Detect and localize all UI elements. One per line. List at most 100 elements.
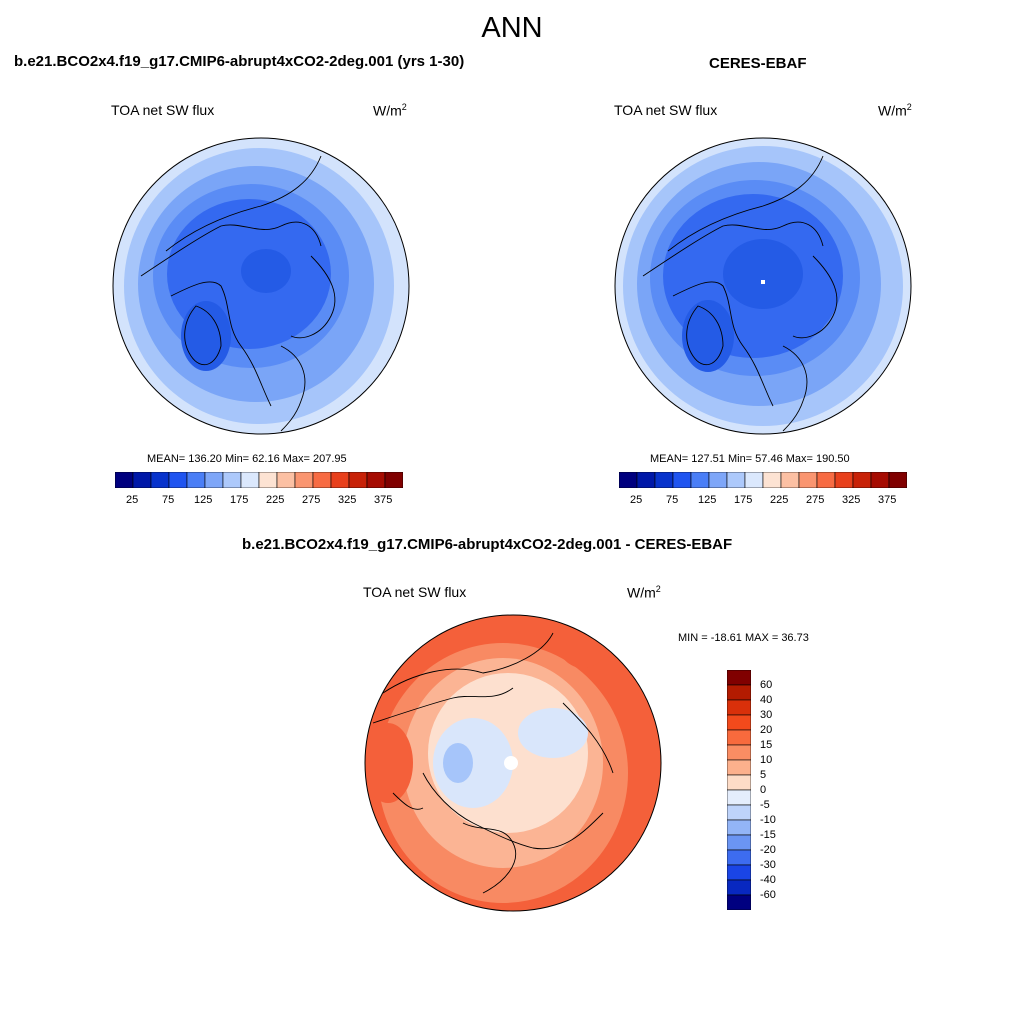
panel-2-tick: 275 [806, 494, 825, 506]
diff-tick: -5 [760, 799, 770, 811]
diff-tick: -60 [760, 889, 776, 901]
diff-colorbar [726, 669, 752, 911]
colorbar-swatch [780, 471, 800, 489]
colorbar-swatch [222, 471, 242, 489]
colorbar-swatch [816, 471, 836, 489]
panel-2-fill-greenland [682, 300, 734, 372]
diff-tick: 20 [760, 724, 773, 736]
colorbar-swatch [384, 471, 404, 489]
panel-1-colorbar [114, 471, 404, 489]
panel-1-units: W/m2 [373, 102, 407, 119]
colorbar-swatch [726, 804, 752, 821]
colorbar-swatch [726, 684, 752, 701]
panel-1-tick: 225 [266, 494, 285, 506]
colorbar-swatch [762, 471, 782, 489]
panel-2-tick: 225 [770, 494, 789, 506]
diff-case-title: b.e21.BCO2x4.f19_g17.CMIP6-abrupt4xCO2-2… [242, 536, 733, 553]
colorbar-swatch [726, 864, 752, 881]
panel-2-colorbar [618, 471, 908, 489]
colorbar-swatch [852, 471, 872, 489]
diff-polar-map [364, 614, 662, 912]
colorbar-swatch [726, 819, 752, 836]
colorbar-swatch [618, 471, 638, 489]
diff-fill-neg-3 [443, 743, 473, 783]
panel-1-colorbar-swatches [114, 471, 404, 489]
colorbar-swatch [348, 471, 368, 489]
diff-tick: 0 [760, 784, 767, 796]
diff-fill-neg-2 [518, 708, 588, 758]
diff-colorbar-swatches [726, 669, 752, 911]
colorbar-swatch [672, 471, 692, 489]
panel-1-tick: 375 [374, 494, 393, 506]
colorbar-swatch [726, 834, 752, 851]
colorbar-swatch [888, 471, 908, 489]
colorbar-swatch [258, 471, 278, 489]
colorbar-swatch [726, 894, 752, 911]
main-title: ANN [481, 12, 543, 44]
diff-coastlines [372, 632, 614, 894]
diff-pole-missing [504, 756, 518, 770]
panel-1-tick: 25 [126, 494, 139, 506]
colorbar-swatch [654, 471, 674, 489]
colorbar-swatch [204, 471, 224, 489]
diff-tick: -40 [760, 874, 776, 886]
panel-1-case-title: b.e21.BCO2x4.f19_g17.CMIP6-abrupt4xCO2-2… [14, 53, 465, 70]
diff-units: W/m2 [627, 584, 661, 601]
panel-2-polar-map [614, 137, 912, 435]
colorbar-swatch [870, 471, 890, 489]
colorbar-swatch [366, 471, 386, 489]
panel-1-tick: 75 [162, 494, 175, 506]
colorbar-swatch [726, 759, 752, 776]
colorbar-swatch [726, 789, 752, 806]
panel-2-variable-label: TOA net SW flux [614, 102, 718, 118]
colorbar-swatch [708, 471, 728, 489]
diff-tick: 10 [760, 754, 773, 766]
colorbar-swatch [150, 471, 170, 489]
diff-stats: MIN = -18.61 MAX = 36.73 [678, 632, 809, 644]
diff-variable-label: TOA net SW flux [363, 584, 467, 600]
colorbar-swatch [726, 744, 752, 761]
diff-tick: 60 [760, 679, 773, 691]
colorbar-swatch [312, 471, 332, 489]
colorbar-swatch [744, 471, 764, 489]
panel-1-tick: 325 [338, 494, 357, 506]
diff-tick: -15 [760, 829, 776, 841]
diff-tick: -30 [760, 859, 776, 871]
panel-2-tick: 75 [666, 494, 679, 506]
panel-1-tick: 275 [302, 494, 321, 506]
colorbar-swatch [294, 471, 314, 489]
panel-2-tick: 25 [630, 494, 643, 506]
panel-1-variable-label: TOA net SW flux [111, 102, 215, 118]
panel-1-stats: MEAN= 136.20 Min= 62.16 Max= 207.95 [147, 453, 347, 465]
colorbar-swatch [690, 471, 710, 489]
panel-2-case-title: CERES-EBAF [709, 55, 807, 72]
colorbar-swatch [240, 471, 260, 489]
colorbar-swatch [726, 879, 752, 896]
panel-2-tick: 325 [842, 494, 861, 506]
colorbar-swatch [726, 774, 752, 791]
diff-tick: 30 [760, 709, 773, 721]
colorbar-swatch [186, 471, 206, 489]
diff-tick: -20 [760, 844, 776, 856]
diff-tick: 5 [760, 769, 767, 781]
colorbar-swatch [276, 471, 296, 489]
colorbar-swatch [114, 471, 134, 489]
colorbar-swatch [726, 699, 752, 716]
panel-1-map-border [112, 137, 410, 435]
panel-1-fill-core [241, 249, 291, 293]
colorbar-swatch [330, 471, 350, 489]
colorbar-swatch [168, 471, 188, 489]
diff-tick: 15 [760, 739, 773, 751]
colorbar-swatch [726, 714, 752, 731]
panel-2-tick: 175 [734, 494, 753, 506]
colorbar-swatch [636, 471, 656, 489]
diff-map-border [364, 614, 662, 912]
panel-2-map-border [614, 137, 912, 435]
diff-tick: 40 [760, 694, 773, 706]
colorbar-swatch [726, 849, 752, 866]
panel-2-units: W/m2 [878, 102, 912, 119]
panel-1-coastlines [140, 155, 336, 432]
colorbar-swatch [834, 471, 854, 489]
panel-2-stats: MEAN= 127.51 Min= 57.46 Max= 190.50 [650, 453, 850, 465]
panel-1-tick: 125 [194, 494, 213, 506]
